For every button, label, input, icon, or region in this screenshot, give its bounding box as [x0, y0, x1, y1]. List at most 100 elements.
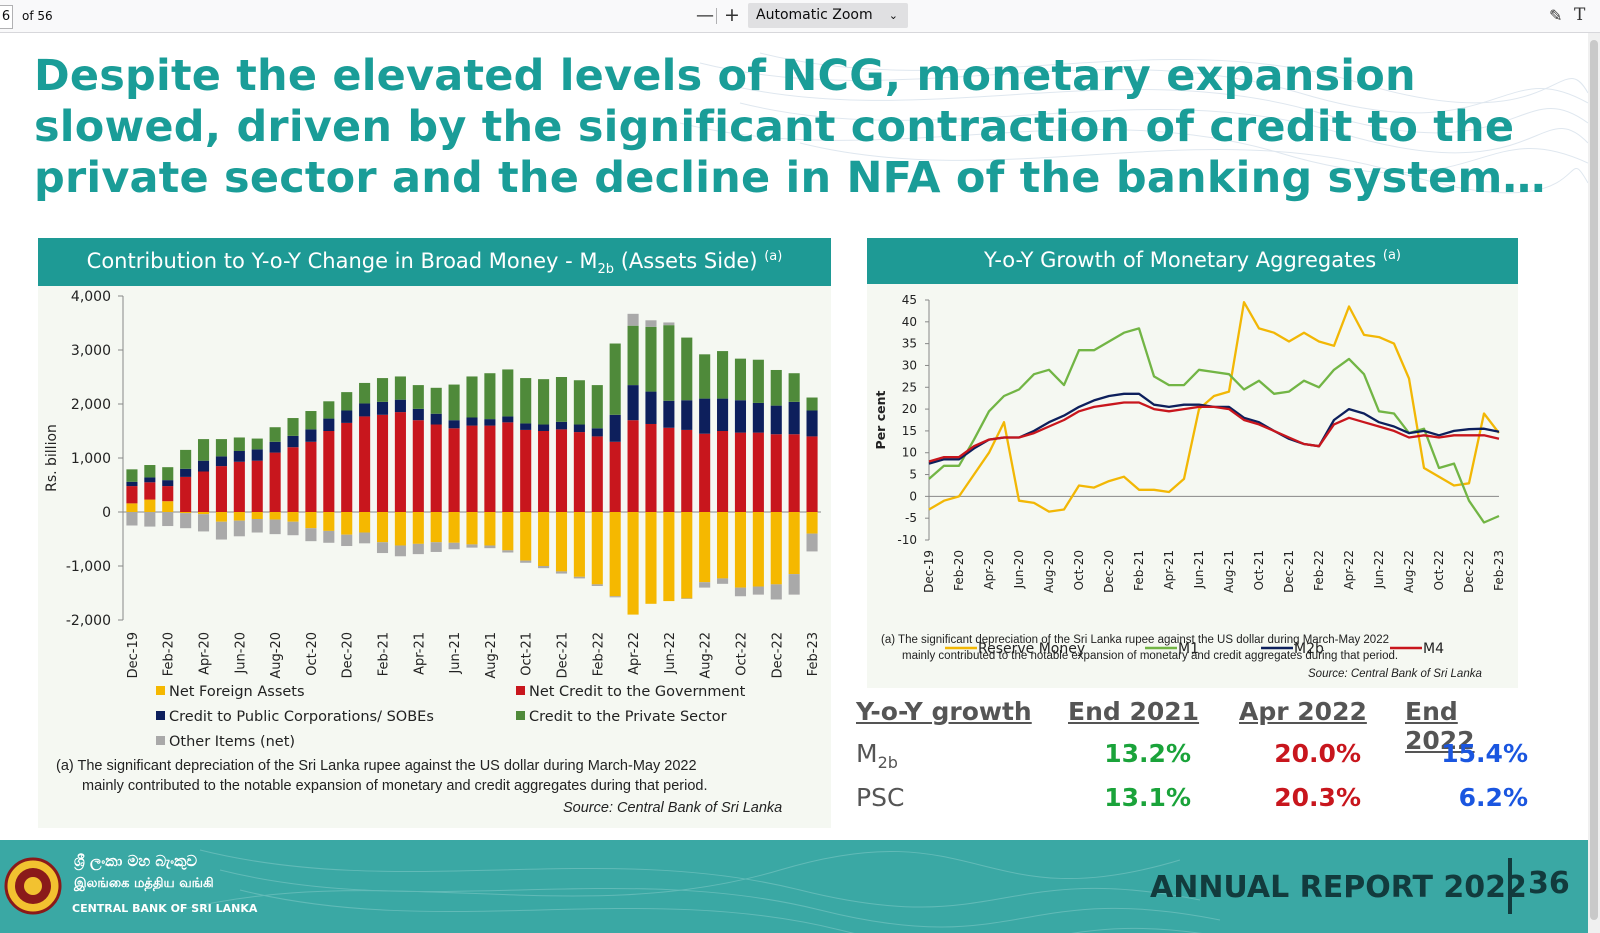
bar-segment: [663, 427, 675, 512]
bar-segment: [197, 460, 210, 472]
bar-segment: [430, 542, 442, 552]
row-m2b-label-sub: 2b: [877, 753, 898, 772]
x-tick-label: Feb-20: [162, 632, 177, 676]
bar-segment: [520, 378, 532, 424]
bar-segment: [466, 544, 478, 548]
bank-name-english: CENTRAL BANK OF SRI LANKA: [72, 902, 258, 915]
bar-segment: [287, 435, 299, 448]
broad-money-title-note: (a): [764, 249, 783, 264]
y-tick-label: 0: [102, 505, 111, 521]
bar-segment: [233, 450, 245, 462]
bar-segment: [162, 501, 174, 512]
bar-segment: [734, 400, 747, 433]
page-count-label: of 56: [22, 9, 53, 23]
bar-segment: [538, 512, 550, 566]
y-tick-label: 30: [902, 358, 917, 372]
x-tick-label: Apr-22: [627, 632, 642, 675]
bar-segment: [233, 520, 245, 537]
y-tick-label: 45: [902, 293, 917, 307]
bar-segment: [752, 402, 764, 433]
y-tick-label: 0: [909, 489, 917, 503]
bar-segment: [341, 392, 353, 411]
growth-table-header-apr2022: Apr 2022: [1239, 697, 1367, 726]
bar-segment: [215, 512, 227, 522]
bar-segment: [502, 550, 514, 553]
legend-swatch: [516, 686, 525, 695]
bar-segment: [645, 320, 657, 327]
viewer-toolbar: 6 of 56 — + Automatic Zoom ⌄ ✎ T: [0, 0, 1600, 33]
chevron-down-icon: ⌄: [888, 9, 898, 22]
legend-label: M2b: [1294, 641, 1324, 657]
y-tick-label: 1,000: [71, 451, 111, 467]
legend-label: Net Credit to the Government: [529, 684, 746, 700]
bar-segment: [341, 422, 353, 512]
bar-segment: [538, 431, 550, 512]
aggregates-footnote-1: (a) The significant depreciation of the …: [881, 634, 1389, 646]
draw-pen-icon[interactable]: ✎: [1549, 6, 1563, 25]
bar-segment: [699, 398, 711, 434]
add-text-icon[interactable]: T: [1574, 5, 1586, 25]
series-line: [928, 301, 1500, 513]
aggregates-panel: Y-o-Y Growth of Monetary Aggregates (a) …: [867, 238, 1518, 688]
bar-segment: [162, 480, 174, 487]
bank-name-tamil: இலங்கை மத்திய வங்கி: [74, 876, 214, 891]
bar-segment: [502, 369, 514, 417]
bar-segment: [502, 416, 514, 423]
bar-segment: [323, 530, 335, 543]
bar-segment: [806, 397, 818, 411]
y-tick-label: 40: [902, 315, 917, 329]
bar-segment: [430, 512, 442, 543]
y-tick-label: -10: [897, 533, 917, 547]
bar-segment: [717, 578, 729, 584]
x-tick-label: Feb-22: [1312, 550, 1326, 591]
bar-segment: [359, 512, 371, 533]
bar-segment: [412, 408, 424, 421]
scrollbar-thumb[interactable]: [1590, 40, 1598, 920]
bar-segment: [591, 385, 603, 429]
legend-label: Other Items (net): [169, 734, 295, 750]
aggregates-title-main: Y-o-Y Growth of Monetary Aggregates: [984, 248, 1377, 272]
x-tick-label: Jun-22: [1372, 550, 1386, 589]
bar-segment: [663, 400, 675, 428]
bar-segment: [609, 414, 621, 442]
x-tick-label: Aug-20: [1042, 550, 1056, 593]
growth-psc-end2022: 6.2%: [1458, 783, 1528, 812]
slide: Despite the elevated levels of NCG, mone…: [0, 33, 1588, 933]
x-tick-label: Dec-20: [341, 632, 356, 678]
bar-segment: [573, 424, 585, 433]
bar-segment: [251, 460, 263, 512]
bar-segment: [430, 413, 442, 425]
bar-segment: [376, 512, 389, 543]
broad-money-title-suffix: (Assets Side): [620, 249, 758, 273]
bar-segment: [627, 313, 639, 326]
bar-segment: [126, 486, 138, 504]
bar-segment: [734, 358, 747, 401]
x-tick-label: Dec-19: [126, 632, 141, 678]
bar-segment: [591, 584, 603, 586]
bar-segment: [734, 512, 747, 588]
aggregates-footnote-2: mainly contributed to the notable expans…: [902, 650, 1399, 662]
x-tick-label: Jun-20: [233, 632, 248, 675]
bar-segment: [251, 519, 263, 533]
bar-segment: [681, 400, 693, 430]
bar-segment: [806, 410, 818, 437]
zoom-in-button[interactable]: +: [724, 4, 740, 26]
bar-segment: [645, 391, 657, 424]
bar-segment: [126, 481, 138, 487]
zoom-select[interactable]: Automatic Zoom ⌄: [748, 3, 908, 28]
y-tick-label: -2,000: [66, 613, 111, 629]
legend-swatch: [156, 711, 165, 720]
bar-segment: [645, 512, 657, 604]
bar-segment: [323, 401, 335, 419]
x-tick-label: Aug-21: [1222, 550, 1236, 593]
bar-segment: [520, 429, 532, 512]
bar-segment: [197, 514, 210, 532]
bar-segment: [287, 418, 299, 436]
zoom-out-button[interactable]: —: [696, 5, 714, 26]
page-number-input[interactable]: 6: [0, 5, 13, 29]
growth-table: Y-o-Y growth End 2021 Apr 2022 End 2022 …: [856, 697, 1536, 827]
y-tick-label: -5: [905, 511, 917, 525]
bar-segment: [144, 465, 156, 478]
slide-footer: ශ්‍රී ලංකා මහ බැංකුව இலங்கை மத்திய வங்கி…: [0, 840, 1588, 933]
bar-segment: [269, 427, 281, 442]
